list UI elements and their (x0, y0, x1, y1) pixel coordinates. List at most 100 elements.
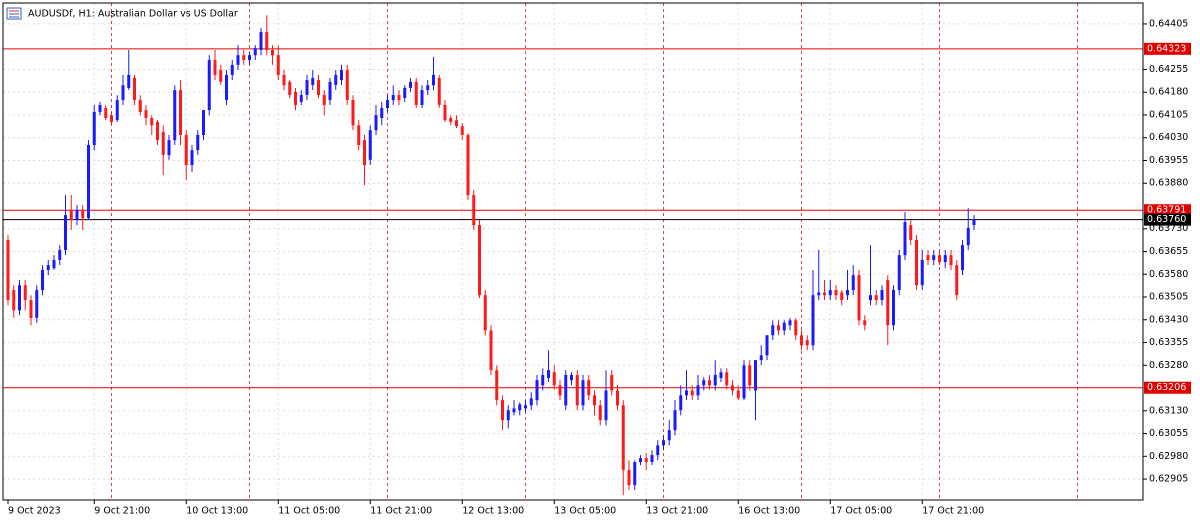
candle-body (167, 140, 171, 156)
period-separators (111, 3, 1078, 500)
candle-body (558, 385, 562, 396)
candle-body (880, 290, 884, 301)
candle-body (403, 87, 407, 98)
level-label-box (1144, 204, 1191, 217)
candle-body (127, 74, 131, 88)
candle-body (432, 74, 435, 86)
candle-body (173, 90, 177, 141)
candle-body (276, 55, 280, 75)
candle-body (570, 374, 573, 381)
candle-body (506, 410, 510, 421)
candle-body (863, 320, 867, 326)
candle-body (754, 360, 757, 391)
candle-body (587, 380, 591, 396)
candle-body (322, 94, 326, 105)
candle-body (800, 335, 803, 346)
candle-body (869, 295, 872, 301)
candle-body (598, 405, 602, 421)
candle-body (512, 408, 516, 413)
candle-body (805, 340, 809, 346)
candle-body (961, 245, 964, 271)
candle-body (736, 390, 740, 399)
level-label: 0.64323 (1147, 43, 1186, 54)
candle-body (29, 300, 33, 318)
candle-body (294, 91, 297, 105)
candle-body (81, 209, 85, 219)
candle-body (823, 292, 826, 296)
candle-body (564, 374, 568, 406)
candle-body (685, 390, 688, 396)
x-tick-label: 9 Oct 2023 (8, 506, 61, 517)
candle-body (340, 70, 343, 81)
candle-body (903, 222, 907, 256)
y-tick-label: 0.64105 (1149, 109, 1188, 120)
candle-body (834, 290, 838, 296)
candle-body (179, 90, 182, 135)
candle-body (23, 285, 27, 301)
y-tick-label: 0.63280 (1149, 360, 1188, 371)
candle-body (627, 469, 631, 486)
candle-body (518, 404, 522, 411)
candle-body (6, 239, 10, 301)
candle-body (409, 81, 412, 88)
candle-body (909, 225, 913, 240)
candle-body (420, 90, 424, 105)
y-tick-label: 0.64030 (1149, 132, 1188, 143)
x-tick-label: 11 Oct 05:00 (278, 506, 340, 517)
candle-body (455, 120, 458, 127)
candle-body (449, 117, 453, 122)
candle-body (311, 77, 315, 85)
candle-body (656, 445, 660, 456)
candle-body (219, 70, 223, 82)
y-tick-label: 0.64405 (1149, 18, 1188, 29)
level-label: 0.63760 (1147, 214, 1186, 225)
axis-layer: 0.64405 0.64255 0.64180 0.64105 0.64030 0.639… (7, 18, 1191, 517)
candle-body (926, 255, 930, 260)
candle-body (552, 372, 556, 386)
candle-body (846, 290, 849, 296)
y-tick-label: 0.63505 (1149, 292, 1188, 303)
y-tick-label: 0.63580 (1149, 269, 1188, 280)
candle-body (115, 100, 119, 121)
candle-body (725, 372, 729, 386)
candle-body (943, 255, 947, 263)
candle-body (150, 117, 154, 126)
candle-body (759, 355, 763, 361)
candle-body (915, 239, 918, 286)
candle-body (696, 385, 700, 396)
candle-layer (6, 15, 976, 496)
y-tick-label: 0.64255 (1149, 64, 1188, 75)
candle-body (581, 380, 585, 406)
candle-body (397, 94, 401, 101)
candle-body (69, 209, 73, 220)
x-tick-label: 11 Oct 21:00 (370, 506, 432, 517)
candle-body (363, 140, 366, 166)
candle-body (673, 410, 677, 431)
candle-body (161, 131, 165, 156)
candle-body (932, 255, 936, 260)
candle-body (380, 107, 384, 118)
candle-body (633, 462, 637, 486)
candle-body (437, 77, 441, 105)
candle-body (644, 458, 648, 463)
candle-body (547, 370, 550, 379)
candle-body (259, 32, 263, 51)
candle-body (713, 374, 717, 386)
candle-body (64, 215, 67, 250)
candle-body (305, 80, 309, 95)
candle-body (541, 374, 545, 386)
candle-body (788, 320, 792, 326)
candle-body (938, 255, 941, 263)
candle-body (593, 395, 596, 406)
candle-body (828, 290, 832, 296)
candle-body (133, 77, 136, 101)
x-tick-label: 10 Oct 13:00 (186, 506, 248, 517)
x-tick-label: 9 Oct 21:00 (94, 506, 150, 517)
candle-body (98, 104, 102, 112)
candle-body (271, 50, 274, 56)
candle-body (253, 48, 257, 56)
chart-title: AUDUSDf, H1: Australian Dollar vs US Dol… (28, 9, 238, 20)
x-tick-label: 16 Oct 13:00 (738, 506, 800, 517)
